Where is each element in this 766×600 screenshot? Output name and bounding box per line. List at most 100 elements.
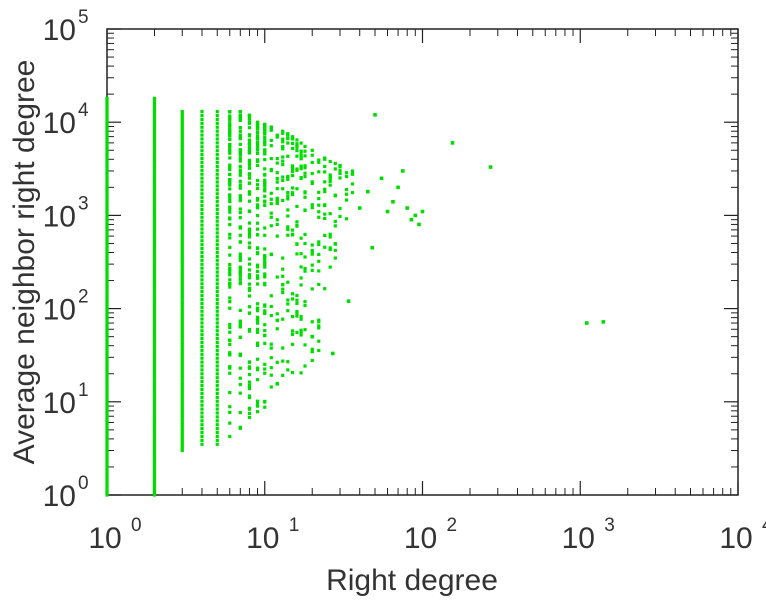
data-point <box>105 235 109 239</box>
data-point <box>180 241 184 245</box>
data-point <box>310 180 314 184</box>
data-point <box>290 329 295 333</box>
data-point <box>247 329 252 333</box>
data-point <box>105 422 109 427</box>
data-point <box>238 126 242 130</box>
data-point <box>180 206 184 210</box>
data-point <box>200 344 204 349</box>
data-point <box>263 122 267 127</box>
data-point <box>228 118 232 122</box>
data-point <box>180 131 184 135</box>
y-tick-exponent: 4 <box>78 100 89 121</box>
data-point <box>263 167 267 171</box>
x-tick-exponent: 3 <box>604 515 615 536</box>
data-point <box>105 265 109 269</box>
data-point <box>263 265 267 269</box>
data-point <box>238 183 242 187</box>
data-point <box>180 227 184 231</box>
data-point <box>391 199 395 204</box>
data-point <box>105 244 109 248</box>
data-point <box>105 462 109 467</box>
data-point <box>275 275 279 279</box>
data-point <box>152 162 157 166</box>
data-point <box>180 133 184 137</box>
data-point <box>152 270 157 274</box>
data-point <box>247 227 252 231</box>
data-point <box>255 309 260 313</box>
data-point <box>105 432 109 436</box>
data-point <box>255 206 260 210</box>
data-point <box>105 399 109 403</box>
data-point <box>105 195 109 199</box>
data-point <box>228 245 232 249</box>
data-point <box>263 127 267 131</box>
data-point <box>152 164 157 169</box>
data-point <box>105 246 109 251</box>
data-point <box>180 187 184 191</box>
data-point <box>105 371 109 375</box>
data-point <box>152 373 157 377</box>
data-point <box>275 201 279 206</box>
data-point <box>247 268 252 272</box>
data-point <box>247 166 252 170</box>
data-point <box>200 266 204 270</box>
data-point <box>269 144 273 148</box>
data-point <box>105 225 109 230</box>
data-point <box>200 262 204 266</box>
data-point <box>105 293 109 298</box>
data-point <box>255 252 260 256</box>
y-tick-label: 10 <box>43 200 76 233</box>
data-point <box>215 164 219 168</box>
data-point <box>105 261 109 265</box>
data-point <box>310 248 314 253</box>
data-point <box>200 380 204 384</box>
data-point <box>350 191 355 195</box>
data-point <box>105 385 109 389</box>
data-point <box>215 227 219 231</box>
data-point <box>420 209 425 214</box>
data-point <box>105 139 109 143</box>
data-point <box>105 387 109 391</box>
data-point <box>152 378 157 382</box>
data-point <box>299 317 303 321</box>
data-point <box>152 354 157 359</box>
data-point <box>200 333 204 337</box>
data-point <box>105 474 109 478</box>
data-point <box>200 321 204 325</box>
data-point <box>215 231 219 235</box>
data-point <box>180 220 184 224</box>
data-point <box>105 441 109 445</box>
data-point <box>180 284 184 288</box>
x-tick-label: 10 <box>404 522 437 555</box>
data-point <box>105 352 109 356</box>
data-point <box>152 277 157 281</box>
data-point <box>180 152 184 156</box>
data-point <box>152 96 157 101</box>
data-point <box>180 222 184 227</box>
data-point <box>263 399 267 403</box>
data-point <box>180 415 184 420</box>
data-point <box>299 252 303 256</box>
data-point <box>333 167 337 171</box>
data-point <box>215 149 219 153</box>
data-point <box>255 319 260 323</box>
data-point <box>286 214 290 218</box>
data-point <box>281 346 285 350</box>
data-point <box>255 263 260 267</box>
data-point <box>215 380 219 384</box>
data-point <box>105 425 109 429</box>
data-point <box>286 280 290 284</box>
data-points <box>105 96 606 497</box>
data-point <box>200 125 204 129</box>
data-point <box>303 195 307 199</box>
data-point <box>152 275 157 279</box>
data-point <box>152 324 157 328</box>
data-point <box>299 153 303 157</box>
data-point <box>317 324 321 328</box>
data-point <box>152 293 157 298</box>
data-point <box>200 141 204 145</box>
data-point <box>200 387 204 392</box>
data-point <box>247 294 252 298</box>
data-point <box>152 486 157 490</box>
data-point <box>290 233 295 237</box>
